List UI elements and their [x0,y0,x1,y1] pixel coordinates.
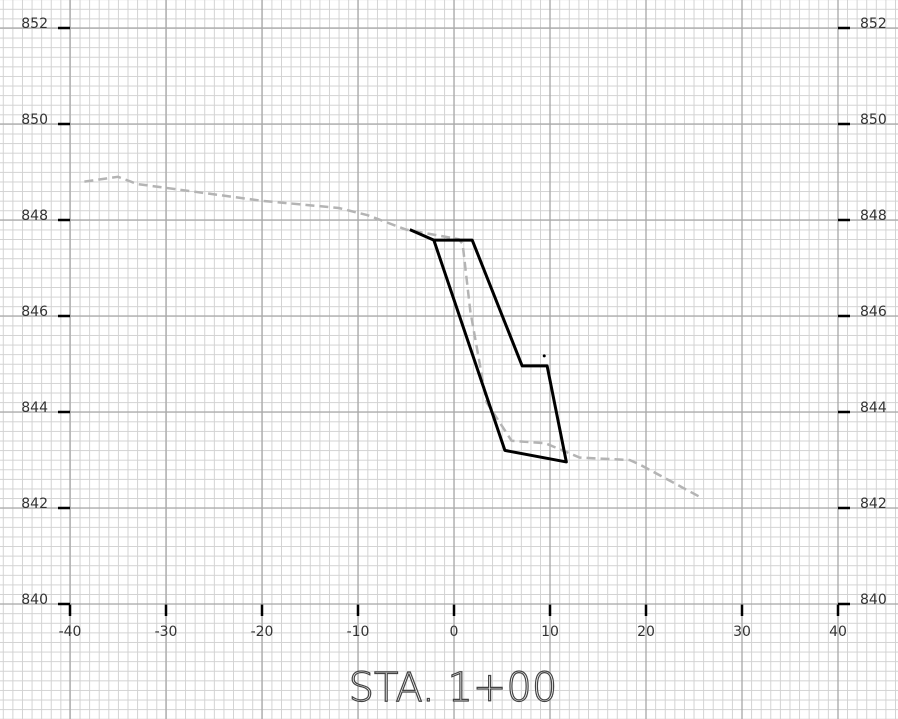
x-tick-label: -20 [251,624,274,640]
y-tick-label: 848 [21,208,48,224]
x-tick-label: -40 [59,624,82,640]
y-tick-label: 840 [21,592,48,608]
y-tick-label-right: 844 [860,400,887,416]
point [542,354,546,358]
y-tick-label: 850 [21,112,48,128]
series-line [84,175,704,500]
x-tick-label: -30 [155,624,178,640]
x-tick-label: 30 [733,624,751,640]
y-tick-label-right: 852 [860,16,887,32]
x-tick-label: -10 [347,624,370,640]
x-tick-label: 40 [829,624,847,640]
x-tick-label: 10 [541,624,559,640]
y-tick-label-right: 846 [860,304,887,320]
x-tick-label: 20 [637,624,655,640]
y-tick-label-right: 848 [860,208,887,224]
y-tick-label-right: 842 [860,496,887,512]
y-tick-label: 842 [21,496,48,512]
x-tick-label: 0 [450,624,459,640]
series-line [409,228,568,464]
chart-title: STA. 1+00 [349,665,558,711]
y-tick-label: 844 [21,400,48,416]
y-tick-label: 846 [21,304,48,320]
y-tick-label-right: 840 [860,592,887,608]
y-tick-label: 852 [21,16,48,32]
y-tick-label-right: 850 [860,112,887,128]
